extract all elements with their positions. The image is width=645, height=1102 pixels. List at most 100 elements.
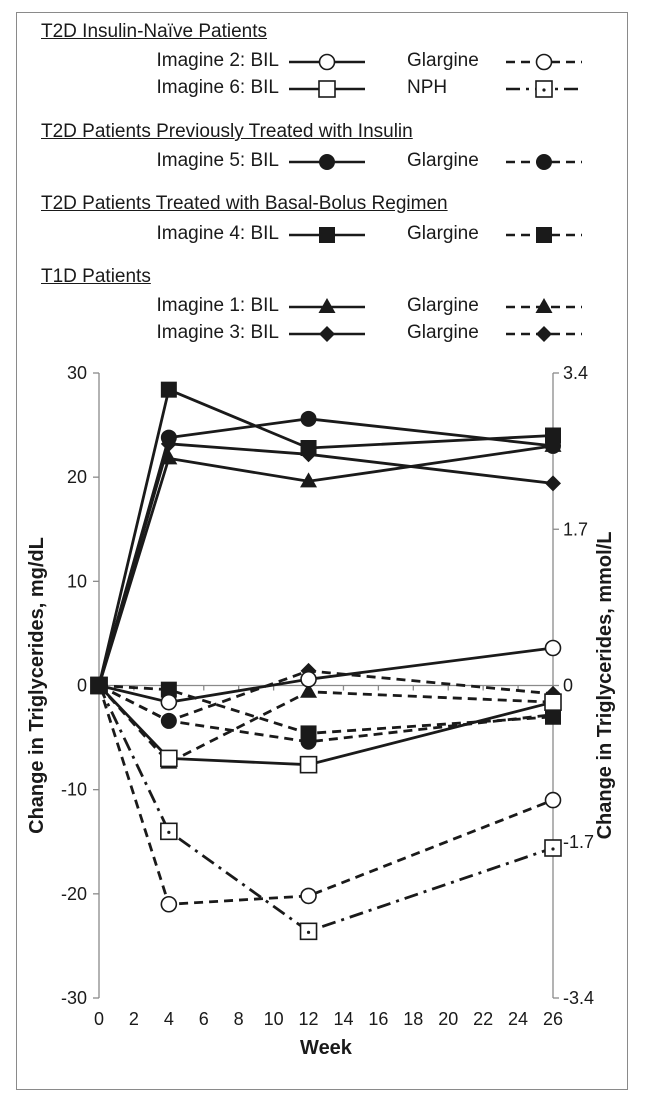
series-line-i6-nph — [97, 684, 554, 933]
legend-marker — [535, 80, 553, 98]
legend-marker — [318, 298, 336, 313]
data-point-i2-bil — [160, 693, 178, 711]
legend-swatch — [506, 298, 582, 313]
x-tick-label: 14 — [333, 1009, 353, 1029]
legend-label: Imagine 5: BIL — [156, 150, 279, 171]
legend-group-header: T2D Patients Treated with Basal-Bolus Re… — [41, 193, 448, 214]
data-point-i4-bil — [160, 381, 177, 398]
figure-frame: T2D Insulin-Naïve Patients Imagine 2: BIL… — [16, 12, 628, 1090]
series-line-i6-bil — [97, 684, 554, 767]
data-point-i1-bil — [300, 472, 318, 488]
data-point-i1-bil — [544, 436, 562, 452]
data-point-i2-gla — [160, 895, 178, 913]
data-point-i4-bil — [545, 427, 561, 444]
data-point-i3-gla — [160, 712, 177, 729]
data-point-i3-bil — [160, 435, 177, 452]
y2-axis-title: Change in Triglycerides, mmol/L — [594, 532, 616, 840]
legend-marker — [536, 154, 552, 170]
data-point-i5-bil — [300, 410, 317, 427]
data-point-i3-bil — [91, 677, 107, 694]
legend-swatch — [506, 154, 582, 170]
legend-label: Glargine — [407, 223, 479, 244]
data-point-i6-bil — [160, 749, 178, 768]
legend-group-header: T2D Insulin-Naïve Patients — [41, 21, 267, 42]
legend-label: Imagine 6: BIL — [156, 77, 279, 98]
legend-swatch — [506, 53, 582, 71]
data-point-i2-gla — [300, 887, 317, 905]
legend-label: Imagine 2: BIL — [156, 50, 279, 71]
legend-swatch — [289, 326, 365, 342]
data-point-i4-gla — [545, 708, 561, 725]
data-point-i6-nph — [299, 922, 318, 941]
legend-label: Glargine — [407, 50, 479, 71]
x-tick-label: 0 — [94, 1009, 104, 1029]
x-tick-label: 8 — [234, 1009, 244, 1029]
series-line-i4-bil — [97, 388, 554, 686]
legend-marker — [319, 154, 335, 170]
legend-marker — [535, 298, 553, 313]
series-line-i1-bil — [97, 444, 554, 686]
x-tick-label: 22 — [473, 1009, 493, 1029]
legend-swatch — [289, 227, 365, 243]
legend-swatch — [289, 80, 365, 98]
x-tick-label: 4 — [164, 1009, 174, 1029]
legend-group-header: T1D Patients — [41, 266, 151, 287]
series-line-i2-bil — [98, 646, 554, 704]
legend-swatch — [289, 154, 365, 170]
legend-marker — [318, 80, 336, 98]
series-line-i3-bil — [97, 442, 554, 686]
legend-marker — [319, 326, 335, 342]
legend-marker — [536, 227, 552, 243]
y2-tick-label: 1.7 — [563, 519, 588, 539]
legend-label: Imagine 4: BIL — [156, 223, 279, 244]
y-tick-label: -10 — [61, 780, 87, 800]
legend-swatch — [289, 53, 365, 71]
series-line-i1-gla — [97, 684, 554, 764]
x-tick-label: 2 — [129, 1009, 139, 1029]
x-tick-label: 6 — [199, 1009, 209, 1029]
legend-marker — [536, 326, 552, 342]
legend-label: Glargine — [407, 150, 479, 171]
x-tick-label: 26 — [543, 1009, 563, 1029]
y-tick-label: 20 — [67, 467, 87, 487]
y2-tick-label: 3.4 — [563, 363, 588, 383]
data-point-i3-bil — [545, 475, 561, 492]
data-point-i6-bil — [544, 693, 562, 711]
legend-label: NPH — [407, 77, 448, 98]
legend-swatch — [506, 326, 582, 342]
series-line-i3-gla — [98, 669, 554, 723]
data-point-i4-gla — [300, 725, 317, 742]
y-axis-title: Change in Triglycerides, mg/dL — [26, 537, 48, 834]
x-tick-label: 18 — [403, 1009, 423, 1029]
legend-label: Imagine 3: BIL — [156, 322, 279, 343]
legend-label: Glargine — [407, 322, 479, 343]
y-tick-label: 30 — [67, 363, 87, 383]
x-tick-label: 24 — [508, 1009, 528, 1029]
x-tick-label: 16 — [368, 1009, 388, 1029]
series-line-i2-gla — [97, 685, 554, 906]
legend-marker — [535, 53, 553, 71]
data-point-i2-bil — [300, 670, 317, 688]
y-tick-label: -30 — [61, 988, 87, 1008]
legend-label: Imagine 1: BIL — [156, 295, 279, 316]
x-tick-label: 12 — [299, 1009, 319, 1029]
legend-marker — [318, 53, 336, 71]
legend-swatch — [506, 80, 582, 98]
y2-tick-label: 0 — [563, 676, 573, 696]
y-tick-label: 0 — [77, 676, 87, 696]
data-point-i1-bil — [160, 449, 178, 465]
legend-group-header: T2D Patients Previously Treated with Ins… — [41, 121, 413, 142]
series-line-i4-gla — [98, 684, 554, 735]
data-point-i1-gla — [300, 682, 318, 698]
x-tick-label: 20 — [438, 1009, 458, 1029]
data-point-i2-bil — [544, 639, 562, 657]
data-point-i3-bil — [300, 446, 317, 463]
legend-marker — [319, 227, 335, 243]
x-tick-label: 10 — [264, 1009, 284, 1029]
legend-swatch — [506, 227, 582, 243]
data-point-i2-gla — [544, 791, 562, 809]
y2-tick-label: -3.4 — [563, 988, 594, 1008]
legend-label: Glargine — [407, 295, 479, 316]
y2-tick-label: -1.7 — [563, 832, 594, 852]
data-point-i6-bil — [299, 755, 318, 774]
